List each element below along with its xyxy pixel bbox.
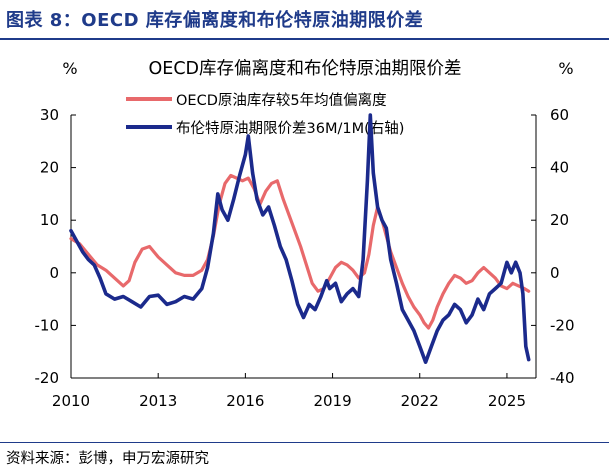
left-axis-tick-label: 0 bbox=[49, 264, 59, 282]
figure-header: 图表 8：OECD 库存偏离度和布伦特原油期限价差 bbox=[0, 0, 609, 40]
chart-area: OECD库存偏离度和布伦特原油期限价差 % % OECD原油库存较5年均值偏离度… bbox=[35, 59, 575, 410]
right-axis-tick-label: -40 bbox=[550, 369, 575, 387]
legend-label-inventory: OECD原油库存较5年均值偏离度 bbox=[176, 91, 387, 109]
left-axis-tick-label: 10 bbox=[40, 211, 59, 229]
chart-title: OECD库存偏离度和布伦特原油期限价差 bbox=[148, 59, 461, 79]
legend-label-spread: 布伦特原油期限价差36M/1M(右轴) bbox=[176, 120, 404, 137]
left-axis-tick-label: -20 bbox=[35, 369, 60, 387]
series-group bbox=[69, 113, 531, 364]
right-axis-tick-label: 0 bbox=[550, 264, 560, 282]
left-axis-unit: % bbox=[62, 59, 77, 78]
right-axis-tick-label: 60 bbox=[550, 106, 569, 124]
x-axis-tick-label: 2025 bbox=[488, 392, 526, 410]
x-axis-tick-label: 2016 bbox=[226, 392, 264, 410]
figure-title: 图表 8：OECD 库存偏离度和布伦特原油期限价差 bbox=[6, 10, 424, 31]
right-axis-tick-label: 40 bbox=[550, 159, 569, 177]
footer-divider bbox=[0, 442, 609, 443]
brent-spread-line bbox=[69, 113, 531, 364]
x-axis-tick-label: 2013 bbox=[139, 392, 177, 410]
header-divider bbox=[0, 38, 609, 40]
right-axis-unit: % bbox=[558, 59, 573, 78]
legend: OECD原油库存较5年均值偏离度 布伦特原油期限价差36M/1M(右轴) bbox=[126, 91, 404, 137]
source-note: 资料来源：彭博，申万宏源研究 bbox=[6, 451, 209, 467]
right-axis-tick-label: 20 bbox=[550, 211, 569, 229]
left-axis-tick-label: -10 bbox=[35, 316, 60, 334]
right-axis-tick-label: -20 bbox=[550, 316, 575, 334]
x-axis-tick-label: 2010 bbox=[52, 392, 90, 410]
left-axis-tick-label: 20 bbox=[40, 159, 59, 177]
left-axis-tick-label: 30 bbox=[40, 106, 59, 124]
x-axis-tick-label: 2019 bbox=[313, 392, 351, 410]
x-axis-tick-label: 2022 bbox=[401, 392, 439, 410]
